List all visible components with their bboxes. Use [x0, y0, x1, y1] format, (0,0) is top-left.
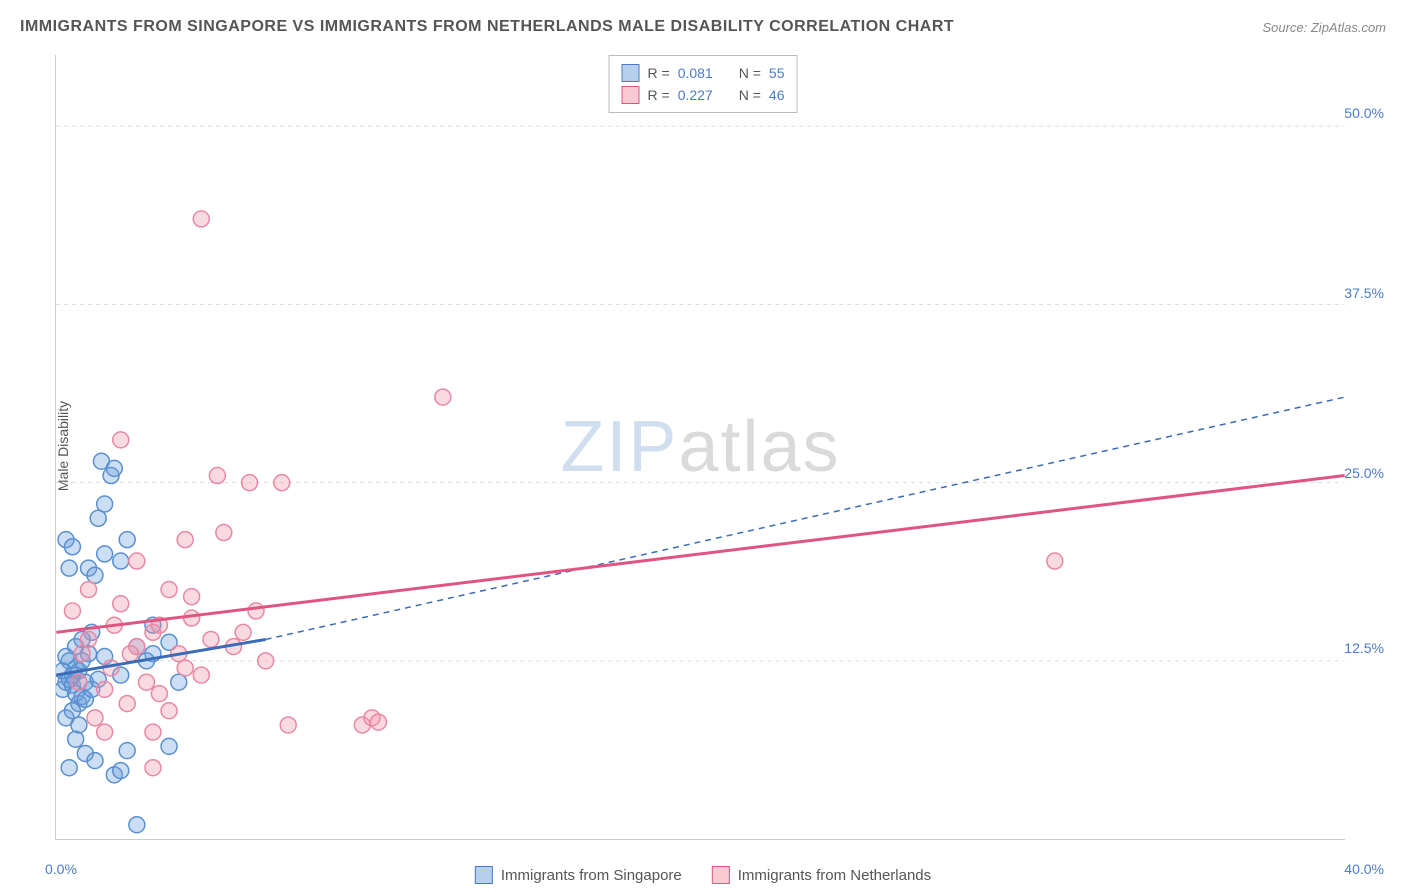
- legend-series: Immigrants from Singapore Immigrants fro…: [475, 866, 931, 884]
- legend-label-singapore: Immigrants from Singapore: [501, 867, 682, 884]
- y-tick-50: 50.0%: [1344, 105, 1384, 121]
- n-val-singapore: 55: [769, 65, 785, 81]
- plot-area: ZIPatlas: [55, 55, 1345, 840]
- x-max-label: 40.0%: [1344, 861, 1384, 877]
- legend-item-singapore: Immigrants from Singapore: [475, 866, 682, 884]
- n-val-netherlands: 46: [769, 87, 785, 103]
- x-origin-label: 0.0%: [45, 861, 77, 877]
- chart-title: IMMIGRANTS FROM SINGAPORE VS IMMIGRANTS …: [20, 18, 954, 36]
- swatch-pink: [622, 86, 640, 104]
- legend-row-singapore: R = 0.081 N = 55: [622, 62, 785, 84]
- swatch-blue: [622, 64, 640, 82]
- swatch-pink-2: [712, 866, 730, 884]
- legend-label-netherlands: Immigrants from Netherlands: [738, 867, 931, 884]
- legend-item-netherlands: Immigrants from Netherlands: [712, 866, 931, 884]
- source-attribution: Source: ZipAtlas.com: [1262, 20, 1386, 35]
- legend-row-netherlands: R = 0.227 N = 46: [622, 84, 785, 106]
- legend-stats: R = 0.081 N = 55 R = 0.227 N = 46: [609, 55, 798, 113]
- r-val-netherlands: 0.227: [678, 87, 713, 103]
- y-tick-25: 25.0%: [1344, 465, 1384, 481]
- r-val-singapore: 0.081: [678, 65, 713, 81]
- r-label: R =: [648, 65, 670, 81]
- r-label-2: R =: [648, 87, 670, 103]
- y-tick-12: 12.5%: [1344, 640, 1384, 656]
- n-label: N =: [739, 65, 761, 81]
- swatch-blue-2: [475, 866, 493, 884]
- scatter-svg: [56, 55, 1345, 839]
- n-label-2: N =: [739, 87, 761, 103]
- y-tick-37: 37.5%: [1344, 285, 1384, 301]
